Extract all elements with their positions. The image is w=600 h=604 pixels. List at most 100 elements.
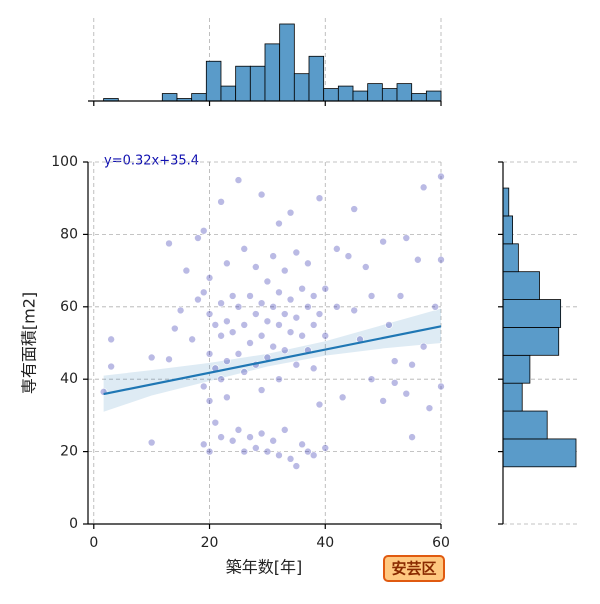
point bbox=[205, 397, 214, 405]
histogram-bar bbox=[367, 83, 383, 102]
point bbox=[147, 438, 156, 447]
point bbox=[315, 194, 324, 202]
point bbox=[257, 429, 266, 438]
point bbox=[257, 331, 266, 340]
point bbox=[199, 288, 208, 297]
point bbox=[333, 302, 341, 311]
point bbox=[396, 292, 405, 300]
point bbox=[228, 328, 237, 336]
point bbox=[211, 418, 220, 427]
histogram-bar bbox=[308, 55, 325, 102]
point bbox=[280, 310, 289, 318]
histogram-bar bbox=[502, 382, 523, 412]
point bbox=[234, 350, 243, 358]
point bbox=[280, 346, 289, 355]
point bbox=[257, 386, 266, 394]
point bbox=[165, 239, 173, 248]
histogram-bar bbox=[411, 93, 427, 102]
point bbox=[217, 198, 225, 206]
point bbox=[182, 266, 191, 275]
point bbox=[292, 462, 301, 470]
point bbox=[252, 263, 260, 271]
point bbox=[223, 357, 231, 365]
point bbox=[286, 295, 295, 304]
point bbox=[263, 447, 272, 456]
point bbox=[304, 302, 312, 311]
point bbox=[234, 302, 243, 311]
point bbox=[234, 426, 243, 434]
point bbox=[217, 299, 225, 307]
point bbox=[217, 331, 225, 340]
point bbox=[390, 357, 399, 365]
y-tick-label: 80 bbox=[60, 226, 78, 242]
point bbox=[252, 444, 260, 452]
point bbox=[269, 252, 277, 260]
point bbox=[286, 208, 295, 217]
point bbox=[205, 447, 214, 456]
point bbox=[408, 433, 416, 441]
point bbox=[269, 436, 277, 445]
point bbox=[199, 440, 208, 449]
point bbox=[205, 274, 214, 282]
histogram-bar bbox=[502, 354, 531, 384]
histogram-bar bbox=[323, 88, 339, 102]
point bbox=[309, 451, 318, 460]
point bbox=[252, 310, 260, 318]
point bbox=[379, 397, 387, 405]
point bbox=[228, 436, 237, 445]
point bbox=[228, 292, 237, 300]
point bbox=[350, 205, 358, 213]
point bbox=[234, 176, 243, 184]
histogram-bar bbox=[235, 65, 251, 102]
point bbox=[315, 310, 324, 318]
point bbox=[280, 266, 289, 275]
point bbox=[286, 328, 295, 336]
histogram-bar bbox=[396, 83, 413, 102]
point bbox=[194, 234, 202, 242]
point bbox=[286, 455, 295, 463]
point bbox=[292, 248, 301, 257]
point bbox=[321, 331, 330, 340]
x-tick-label: 60 bbox=[432, 535, 450, 551]
point bbox=[385, 321, 393, 329]
point bbox=[379, 237, 387, 246]
point bbox=[275, 219, 283, 228]
point bbox=[147, 353, 156, 362]
point bbox=[269, 342, 277, 351]
point bbox=[344, 252, 353, 260]
point bbox=[240, 447, 249, 456]
point bbox=[199, 226, 208, 235]
point bbox=[217, 375, 225, 384]
point bbox=[263, 317, 272, 326]
point bbox=[414, 255, 422, 264]
point bbox=[275, 321, 283, 329]
point bbox=[217, 433, 225, 441]
point bbox=[298, 440, 306, 449]
point bbox=[188, 335, 196, 344]
histogram-bar bbox=[502, 215, 514, 245]
point bbox=[390, 379, 399, 387]
point bbox=[367, 375, 376, 384]
point bbox=[205, 350, 214, 358]
regression-annotation: y=0.32x+35.4 bbox=[104, 154, 199, 169]
point bbox=[223, 393, 231, 402]
point bbox=[425, 404, 434, 412]
y-tick-label: 0 bbox=[69, 516, 78, 532]
x-tick-label: 20 bbox=[201, 535, 219, 551]
point bbox=[171, 324, 179, 333]
y-axis-label: 専有面積[m2] bbox=[20, 292, 39, 394]
point bbox=[309, 292, 318, 300]
point bbox=[275, 288, 283, 297]
histogram-bar bbox=[502, 243, 519, 273]
point bbox=[211, 321, 220, 329]
x-tick-label: 0 bbox=[89, 535, 98, 551]
point bbox=[309, 321, 318, 329]
point bbox=[176, 306, 185, 315]
histogram-bar bbox=[249, 65, 266, 102]
point bbox=[246, 292, 254, 300]
point bbox=[321, 284, 330, 293]
histogram-bar bbox=[502, 299, 562, 328]
point bbox=[408, 360, 416, 369]
histogram-bar bbox=[279, 23, 295, 102]
point bbox=[199, 382, 208, 391]
